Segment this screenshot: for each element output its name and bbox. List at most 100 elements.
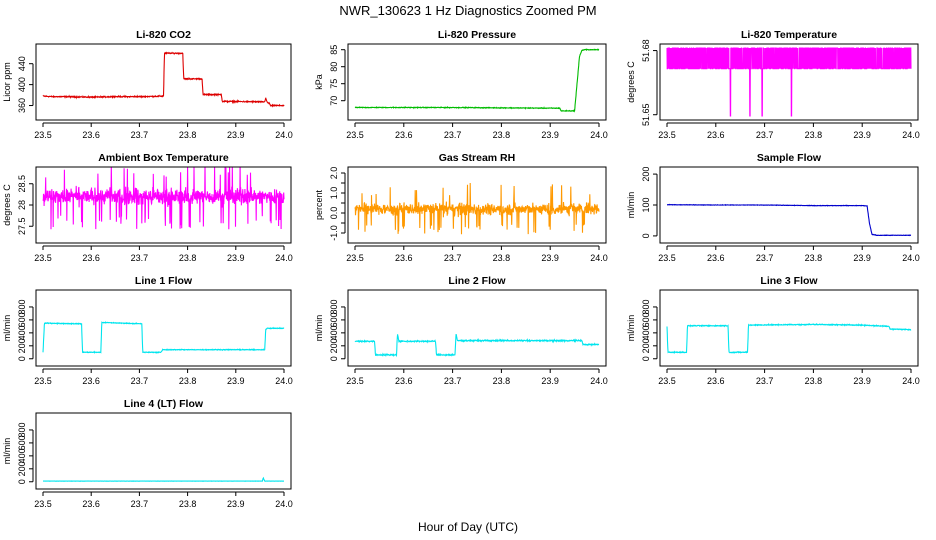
data-area (42, 51, 285, 108)
y-tick-label: 51.65 (641, 103, 651, 126)
x-tick-label: 23.5 (34, 376, 52, 386)
series-line (43, 476, 284, 482)
y-axis-label: degrees C (2, 184, 12, 226)
plot-frame (35, 43, 292, 121)
y-tick-label: 400 (17, 325, 27, 340)
chart-panel-5: Gas Stream RH percent 23.5 23.6 23.7 23.8 23.9… (314, 152, 608, 263)
y-tick-label: 1.0 (329, 187, 339, 200)
series-line (354, 182, 600, 235)
y-tick-label: 0 (17, 356, 27, 361)
y-tick-label: 0 (641, 356, 651, 361)
y-tick-label: 400 (17, 77, 27, 92)
panel-title: Li-820 CO2 (136, 29, 191, 41)
y-tick-label: 600 (641, 312, 651, 327)
x-tick-label: 24.0 (590, 253, 608, 263)
x-tick-label: 23.9 (227, 253, 245, 263)
x-tick-label: 23.7 (444, 253, 462, 263)
data-area (43, 476, 284, 482)
y-tick-label: 27.5 (17, 217, 27, 235)
x-tick-label: 24.0 (275, 253, 293, 263)
y-tick-label: 70 (329, 96, 339, 106)
x-tick-label: 23.8 (493, 253, 511, 263)
x-tick-label: 23.7 (131, 253, 149, 263)
y-tick-label: 80 (329, 62, 339, 72)
panel-title: Ambient Box Temperature (98, 152, 229, 164)
data-area (354, 48, 600, 113)
x-tick-label: 23.9 (853, 253, 871, 263)
chart-panel-1: Li-820 CO2 Licor ppm 23.5 23.6 23.7 23.8 23.9 2… (2, 29, 293, 140)
x-tick-label: 23.7 (444, 130, 462, 140)
x-tick-label: 23.6 (82, 130, 100, 140)
x-tick-label: 23.7 (444, 376, 462, 386)
chart-panel-3: Li-820 Temperature degrees C 23.5 23.6 23.7 2… (626, 29, 920, 140)
x-tick-label: 23.5 (346, 130, 364, 140)
figure-x-axis-label: Hour of Day (UTC) (418, 520, 518, 534)
panel-title: Line 4 (LT) Flow (124, 398, 204, 410)
y-tick-label: 600 (17, 435, 27, 450)
y-tick-label: 800 (17, 422, 27, 437)
y-tick-label: 0.0 (329, 207, 339, 220)
data-area (666, 47, 912, 117)
y-tick-label: 200 (17, 461, 27, 476)
panel-title: Line 2 Flow (448, 275, 506, 287)
x-tick-label: 23.5 (34, 253, 52, 263)
x-tick-label: 23.5 (658, 376, 676, 386)
x-tick-label: 23.9 (227, 376, 245, 386)
y-tick-label: -1.0 (329, 225, 339, 241)
x-tick-label: 23.8 (493, 376, 511, 386)
y-tick-label: 200 (641, 338, 651, 353)
x-tick-label: 23.9 (541, 376, 559, 386)
y-tick-label: 28 (17, 200, 27, 210)
y-axis-label: percent (314, 189, 324, 220)
series-line (354, 48, 600, 113)
y-tick-label: 800 (17, 299, 27, 314)
y-tick-label: 600 (329, 312, 339, 327)
y-axis-label: degrees C (626, 61, 636, 103)
data-area (42, 321, 285, 354)
chart-panel-9: Line 3 Flow ml/min 23.5 23.6 23.7 23.8 23.9 24.… (626, 275, 920, 386)
x-tick-label: 24.0 (275, 130, 293, 140)
figure-title: NWR_130623 1 Hz Diagnostics Zoomed PM (339, 3, 596, 18)
x-tick-label: 24.0 (275, 376, 293, 386)
x-tick-label: 23.5 (658, 253, 676, 263)
x-tick-label: 23.7 (756, 130, 774, 140)
chart-panel-6: Sample Flow ml/min 23.5 23.6 23.7 23.8 23.9 24.… (626, 152, 920, 263)
y-tick-label: 800 (641, 299, 651, 314)
x-tick-label: 23.9 (853, 130, 871, 140)
chart-panel-8: Line 2 Flow ml/min 23.5 23.6 23.7 23.8 23.9 24.… (314, 275, 608, 386)
y-tick-label: 85 (329, 45, 339, 55)
x-tick-label: 23.6 (707, 253, 725, 263)
series-line (42, 167, 285, 230)
plot-frame (35, 289, 292, 367)
plot-frame (347, 289, 607, 367)
x-tick-label: 23.5 (658, 130, 676, 140)
x-tick-label: 23.6 (82, 499, 100, 509)
x-tick-label: 23.9 (541, 130, 559, 140)
chart-panel-7: Line 1 Flow ml/min 23.5 23.6 23.7 23.8 23.9 24.… (2, 275, 293, 386)
panel-title: Line 1 Flow (135, 275, 193, 287)
x-tick-label: 23.5 (34, 130, 52, 140)
panel-title: Li-820 Temperature (741, 29, 837, 41)
x-tick-label: 23.9 (227, 499, 245, 509)
x-tick-label: 23.6 (82, 376, 100, 386)
plot-frame (659, 166, 919, 244)
x-tick-label: 23.8 (179, 253, 197, 263)
y-tick-label: 51.68 (641, 39, 651, 62)
x-tick-label: 23.7 (131, 130, 149, 140)
data-area (354, 333, 600, 358)
panel-title: Gas Stream RH (439, 152, 515, 164)
series-line (667, 203, 912, 237)
panel-title: Sample Flow (757, 152, 822, 164)
x-tick-label: 23.8 (493, 130, 511, 140)
x-tick-label: 23.8 (805, 253, 823, 263)
series-line (42, 51, 285, 108)
y-tick-label: 200 (641, 167, 651, 182)
y-axis-label: ml/min (2, 438, 12, 465)
series-line (666, 47, 912, 117)
y-axis-label: ml/min (626, 192, 636, 219)
chart-panel-2: Li-820 Pressure kPa 23.5 23.6 23.7 23.8 23.9 24… (314, 29, 608, 140)
y-tick-label: 360 (17, 98, 27, 113)
y-tick-label: 400 (641, 325, 651, 340)
y-tick-label: 0 (17, 479, 27, 484)
